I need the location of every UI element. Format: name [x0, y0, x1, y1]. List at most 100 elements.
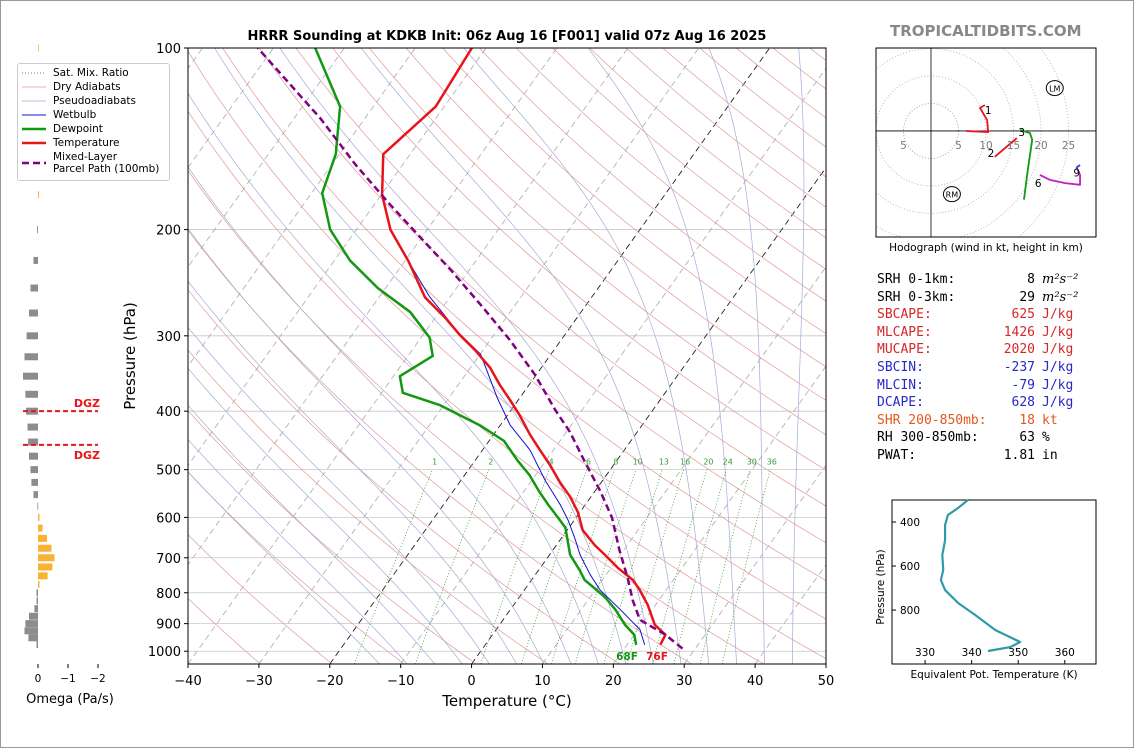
omega-bar [25, 620, 38, 628]
pseudoadiabat [188, 471, 380, 664]
pseudoadiabat [792, 48, 805, 664]
legend-entry: Dewpoint [21, 123, 169, 135]
legend-swatch [22, 141, 46, 145]
legend-label: Temperature [53, 137, 120, 149]
mixing-ratio-label: 30 [747, 457, 757, 466]
dry-adiabat [188, 534, 333, 664]
y-tick-label: 500 [156, 464, 181, 479]
index-value: 1.81 [1003, 447, 1035, 463]
omega-bar [38, 554, 55, 562]
index-value: 29 [1019, 289, 1035, 305]
dry-adiabat [188, 597, 261, 664]
pseudoadiabat [587, 48, 737, 664]
index-value: 63 [1019, 430, 1035, 446]
index-row: PWAT: 1.81 in [877, 448, 1107, 466]
index-row: DCAPE: 628 J/kg [877, 395, 1107, 413]
x-tick-label: 0 [467, 674, 475, 689]
hodograph-line [1019, 129, 1034, 200]
y-tick-label: 100 [156, 42, 181, 57]
index-label: MUCAPE: [877, 342, 932, 358]
height-label: 3 [1018, 127, 1025, 139]
omega-bar [36, 589, 38, 597]
x-tick-label: 50 [818, 674, 835, 689]
index-row: MLCIN: -79 J/kg [877, 378, 1107, 396]
index-unit: J/kg [1042, 324, 1074, 340]
isotherm [188, 48, 629, 664]
dry-adiabat [188, 110, 826, 660]
index-value: 18 [1019, 412, 1035, 428]
index-label: SBCAPE: [877, 307, 932, 323]
omega-bar [38, 580, 40, 588]
index-label: MLCAPE: [877, 324, 932, 340]
legend-entry: Dry Adiabats [21, 81, 169, 93]
mixing-ratio-line [652, 469, 708, 664]
omega-bar [24, 353, 38, 361]
ring-label: 25 [1062, 140, 1075, 152]
legend-label: Dewpoint [53, 123, 103, 135]
profile-line [256, 48, 684, 650]
dry-adiabat [442, 48, 826, 368]
index-row: SHR 200-850mb: 18 kt [877, 413, 1107, 431]
omega-bar [25, 390, 38, 398]
pseudoadiabat [708, 48, 765, 664]
index-value: 2020 [1003, 342, 1035, 358]
mixing-ratio-label: 16 [680, 457, 690, 466]
dry-adiabat [332, 48, 826, 471]
omega-bar [29, 612, 38, 620]
mixing-ratio-label: 2 [488, 457, 493, 466]
hodograph-line [966, 104, 990, 133]
index-label: SHR 200-850mb: [877, 412, 987, 428]
ring-label: 5 [900, 140, 907, 152]
x-tick-label: 10 [534, 674, 551, 689]
omega-bar [27, 423, 38, 431]
x-tick-label: 340 [962, 647, 982, 659]
omega-bar [33, 491, 38, 499]
storm-motion-circle [1045, 80, 1064, 97]
x-axis-label: Omega (Pa/s) [26, 692, 114, 707]
mixing-ratio-line [574, 469, 637, 664]
index-unit: J/kg [1042, 307, 1074, 323]
mixing-ratio-label: 10 [633, 457, 643, 466]
x-tick-label: 350 [1008, 647, 1028, 659]
height-label: 6 [1035, 178, 1042, 190]
legend-label: Sat. Mix. Ratio [53, 67, 129, 79]
index-row: RH 300-850mb: 63% [877, 430, 1107, 448]
legend-label: Mixed-Layer Parcel Path (100mb) [53, 151, 160, 175]
legend-entry: Pseudoadiabats [21, 95, 169, 107]
x-tick-label: 360 [1055, 647, 1075, 659]
index-unit: kt [1042, 412, 1058, 428]
omega-bar [37, 226, 38, 234]
index-value: -79 [1011, 377, 1035, 393]
y-tick-label: 400 [156, 405, 181, 420]
pseudoadiabat [188, 326, 490, 664]
mixing-ratio-label: 8 [613, 457, 618, 466]
dgz-label: DGZ [74, 397, 100, 410]
mixing-ratio-label: 4 [549, 457, 554, 466]
thetae-frame [891, 499, 1097, 665]
omega-bar [38, 544, 52, 552]
index-row: SBCAPE: 625 J/kg [877, 307, 1107, 325]
storm-motion-circle [942, 186, 961, 203]
legend-swatch [22, 114, 46, 116]
pseudoadiabat [188, 92, 599, 664]
x-tick-label: −2 [90, 673, 105, 685]
hodograph-area [876, 48, 1096, 237]
isotherm [188, 48, 416, 367]
legend: Sat. Mix. Ratio Dry Adiabats Pseudoadiabat… [17, 63, 170, 181]
hodograph-line [1075, 164, 1081, 169]
y-tick-label: 600 [900, 561, 920, 573]
mixing-ratio-label: 24 [723, 457, 733, 466]
dry-adiabat [188, 170, 764, 664]
site-name: TROPICALTIDBITS.COM [890, 22, 1082, 40]
y-tick-label: 300 [156, 330, 181, 345]
index-label: SRH 0-3km: [877, 289, 956, 305]
omega-bar [33, 256, 38, 264]
omega-bar [29, 452, 38, 460]
chart-title: HRRR Sounding at KDKB Init: 06z Aug 16 [… [248, 29, 767, 44]
y-tick-label: 600 [156, 511, 181, 526]
x-tick-label: 40 [747, 674, 764, 689]
dgz-label: DGZ [74, 449, 100, 462]
y-axis-label: Pressure (hPa) [121, 302, 139, 410]
ring-label: 5 [955, 140, 962, 152]
y-tick-label: 900 [156, 618, 181, 633]
